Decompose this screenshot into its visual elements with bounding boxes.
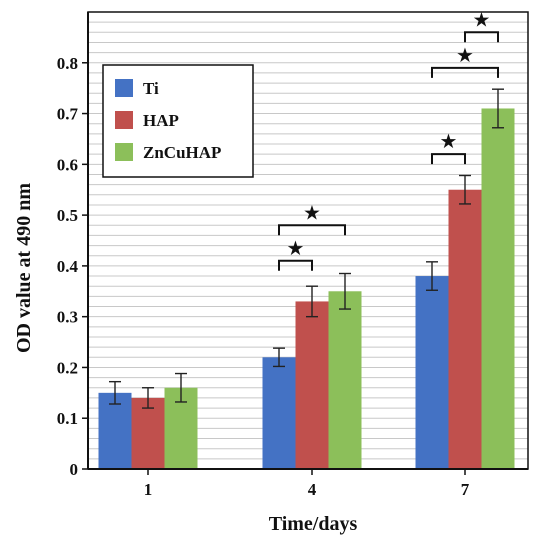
bar-hap-day-7 [448,189,482,469]
x-tick-label: 4 [308,480,317,499]
bar-ti-day-4 [262,357,296,469]
y-tick-labels: 0 0.1 0.2 0.3 0.4 0.5 0.6 0.7 0.8 [57,54,79,479]
significance-star: ★ [303,200,321,224]
y-tick-label: 0.4 [57,257,79,276]
bar-hap-day-1 [131,397,165,469]
legend-swatch-ti [115,79,133,97]
y-tick-label: 0 [70,460,79,479]
x-tick-labels: 1 4 7 [144,480,470,499]
legend-swatch-hap [115,111,133,129]
significance-bracket [431,66,499,78]
legend-label-ti: Ti [143,79,159,98]
significance-bracket [278,224,346,236]
y-tick-label: 0.5 [57,206,78,225]
bar-ti-day-1 [98,392,132,469]
x-tick-label: 7 [461,480,470,499]
legend: Ti HAP ZnCuHAP [102,64,254,178]
x-tick-label: 1 [144,480,153,499]
bar-zncuhap-day-4 [328,291,362,469]
significance-star: ★ [287,236,305,260]
legend-swatch-zncuhap [115,143,133,161]
legend-label-zncuhap: ZnCuHAP [143,143,221,162]
significance-bracket [431,153,466,165]
bars [98,108,515,469]
y-axis-title: OD value at 490 nm [13,183,35,353]
error-bars [109,88,504,409]
bar-zncuhap-day-7 [481,108,515,469]
bar-hap-day-4 [295,301,329,469]
significance-star: ★ [440,129,458,153]
y-tick-label: 0.6 [57,155,78,174]
y-tick-label: 0.7 [57,105,79,124]
y-tick-label: 0.8 [57,54,78,73]
significance-brackets: ★ ★ ★ ★ ★ [278,7,499,271]
y-tick-label: 0.3 [57,308,78,327]
significance-star: ★ [473,7,491,31]
x-axis-title: Time/days [269,513,358,535]
significance-star: ★ [456,43,474,67]
y-tick-label: 0.1 [57,409,78,428]
bar-ti-day-7 [415,276,449,469]
significance-bracket [464,31,499,43]
significance-bracket [278,259,313,271]
legend-label-hap: HAP [143,111,179,130]
axes [82,11,529,475]
y-tick-label: 0.2 [57,358,78,377]
